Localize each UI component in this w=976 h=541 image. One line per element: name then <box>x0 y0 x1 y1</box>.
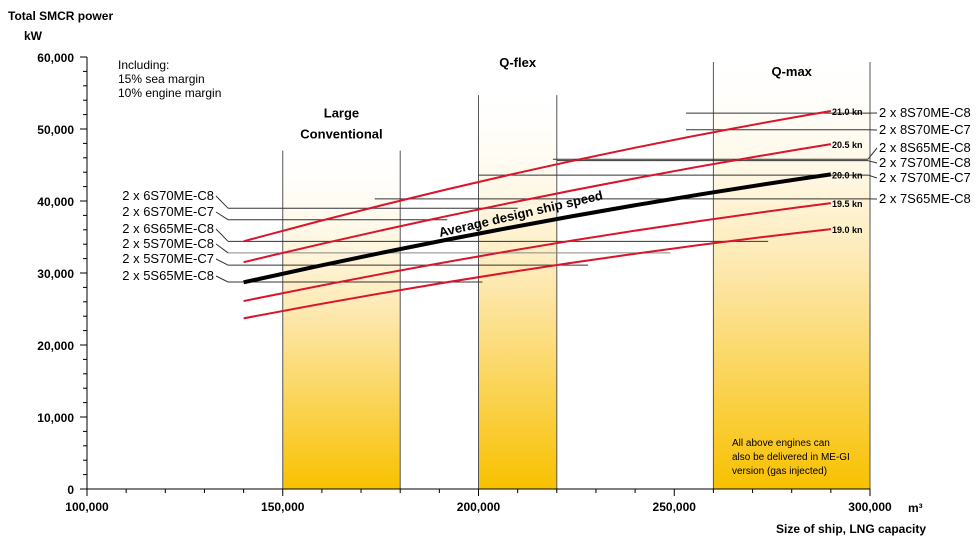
engine-leader <box>215 195 229 209</box>
engine-label-right: 2 x 8S70ME-C7 <box>879 122 971 137</box>
y-tick-label: 60,000 <box>37 51 74 65</box>
y-tick-label: 0 <box>67 483 74 497</box>
engine-label-right: 2 x 8S65ME-C8 <box>879 140 971 155</box>
speed-curve-19-5-kn <box>243 202 831 303</box>
y-tick-label: 20,000 <box>37 339 74 353</box>
speed-label: 19.5 kn <box>832 199 863 209</box>
y-tick-label: 40,000 <box>37 195 74 209</box>
engine-label-left: 2 x 6S65ME-C8 <box>122 221 214 236</box>
engine-label-left: 2 x 5S70ME-C8 <box>122 236 214 251</box>
speed-label: 20.0 kn <box>832 170 863 180</box>
engine-leader <box>215 243 229 254</box>
footnote-line: also be delivered in ME-GI <box>732 452 850 463</box>
speed-curve-19-0-kn <box>243 228 831 320</box>
x-tick-label: 150,000 <box>261 500 305 514</box>
engine-label-left: 2 x 5S70ME-C7 <box>122 251 214 266</box>
engine-leader <box>867 160 878 164</box>
engine-leader <box>215 258 229 266</box>
band-2 <box>713 62 870 489</box>
note-line: Including: <box>118 58 169 72</box>
band-label: Q-max <box>771 64 812 79</box>
engine-leader <box>867 174 878 179</box>
footnote-line: All above engines can <box>732 438 830 449</box>
engine-leader <box>215 211 229 221</box>
y-tick-label: 10,000 <box>37 411 74 425</box>
x-axis-label: Size of ship, LNG capacity <box>776 522 926 536</box>
engine-label-right: 2 x 7S65ME-C8 <box>879 191 971 206</box>
y-axis-label: kW <box>24 29 43 43</box>
x-tick-label: 200,000 <box>457 500 501 514</box>
engine-label-right: 2 x 7S70ME-C8 <box>879 155 971 170</box>
engine-label-left: 2 x 6S70ME-C7 <box>122 204 214 219</box>
speed-label: 20.5 kn <box>832 140 863 150</box>
y-tick-label: 30,000 <box>37 267 74 281</box>
engine-leader <box>215 275 229 283</box>
band-0 <box>282 150 401 489</box>
engine-label-right: 2 x 7S70ME-C7 <box>879 170 971 185</box>
speed-curve-20-5-kn <box>243 143 832 264</box>
speed-label: 21.0 kn <box>832 107 863 117</box>
note-line: 15% sea margin <box>118 72 205 86</box>
note-line: 10% engine margin <box>118 86 221 100</box>
engine-label-right: 2 x 8S70ME-C8 <box>879 105 971 120</box>
engine-label-left: 2 x 6S70ME-C8 <box>122 188 214 203</box>
y-tick-label: 50,000 <box>37 123 74 137</box>
chart-title: Total SMCR power <box>8 9 113 23</box>
x-tick-label: 300,000 <box>848 500 892 514</box>
band-1 <box>478 95 557 489</box>
engine-leader <box>215 228 229 242</box>
footnote-line: version (gas injected) <box>732 466 827 477</box>
band-label: Large <box>324 106 359 121</box>
engine-leader <box>867 147 878 160</box>
speed-curve-21-0-kn <box>243 110 832 243</box>
x-tick-label: 100,000 <box>65 500 109 514</box>
engine-label-left: 2 x 5S65ME-C8 <box>122 268 214 283</box>
band-label: Q-flex <box>499 55 537 70</box>
speed-curve-20-0-kn <box>243 172 832 285</box>
x-unit-label: m³ <box>908 501 923 515</box>
band-label: Conventional <box>300 127 382 142</box>
x-tick-label: 250,000 <box>653 500 697 514</box>
speed-label: 19.0 kn <box>832 225 863 235</box>
